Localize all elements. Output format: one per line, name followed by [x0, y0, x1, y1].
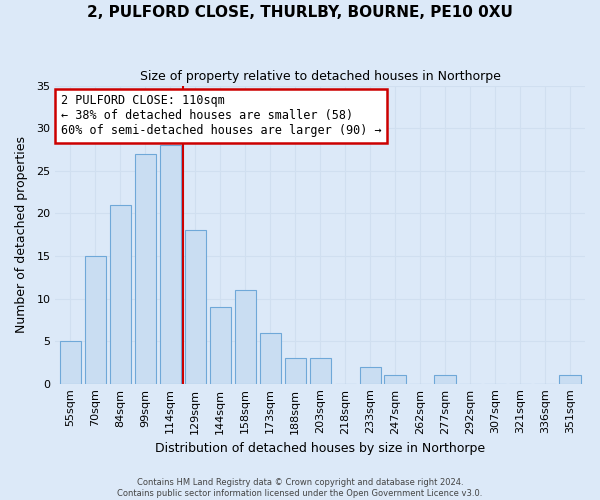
Bar — [235, 290, 256, 384]
Bar — [134, 154, 156, 384]
X-axis label: Distribution of detached houses by size in Northorpe: Distribution of detached houses by size … — [155, 442, 485, 455]
Bar — [59, 341, 81, 384]
Bar — [110, 205, 131, 384]
Bar — [185, 230, 206, 384]
Y-axis label: Number of detached properties: Number of detached properties — [15, 136, 28, 333]
Title: Size of property relative to detached houses in Northorpe: Size of property relative to detached ho… — [140, 70, 500, 83]
Text: 2 PULFORD CLOSE: 110sqm
← 38% of detached houses are smaller (58)
60% of semi-de: 2 PULFORD CLOSE: 110sqm ← 38% of detache… — [61, 94, 381, 138]
Text: Contains HM Land Registry data © Crown copyright and database right 2024.
Contai: Contains HM Land Registry data © Crown c… — [118, 478, 482, 498]
Bar — [85, 256, 106, 384]
Bar — [359, 366, 381, 384]
Bar — [385, 375, 406, 384]
Text: 2, PULFORD CLOSE, THURLBY, BOURNE, PE10 0XU: 2, PULFORD CLOSE, THURLBY, BOURNE, PE10 … — [87, 5, 513, 20]
Bar — [260, 332, 281, 384]
Bar — [310, 358, 331, 384]
Bar — [160, 145, 181, 384]
Bar — [434, 375, 456, 384]
Bar — [284, 358, 306, 384]
Bar — [559, 375, 581, 384]
Bar — [209, 307, 231, 384]
